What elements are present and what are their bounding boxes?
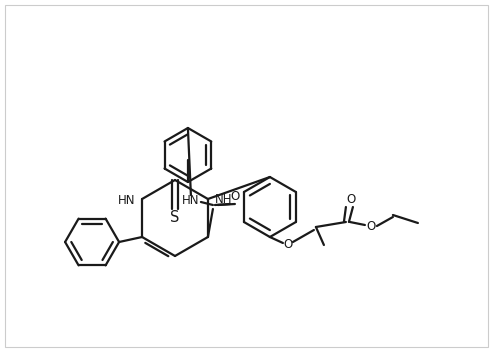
Text: O: O [283, 239, 292, 251]
Text: O: O [230, 190, 240, 203]
Text: O: O [366, 220, 376, 233]
Text: NH: NH [215, 194, 232, 207]
Text: S: S [170, 209, 179, 225]
Text: HN: HN [182, 194, 200, 207]
Text: O: O [346, 194, 355, 207]
Text: HN: HN [118, 194, 135, 207]
